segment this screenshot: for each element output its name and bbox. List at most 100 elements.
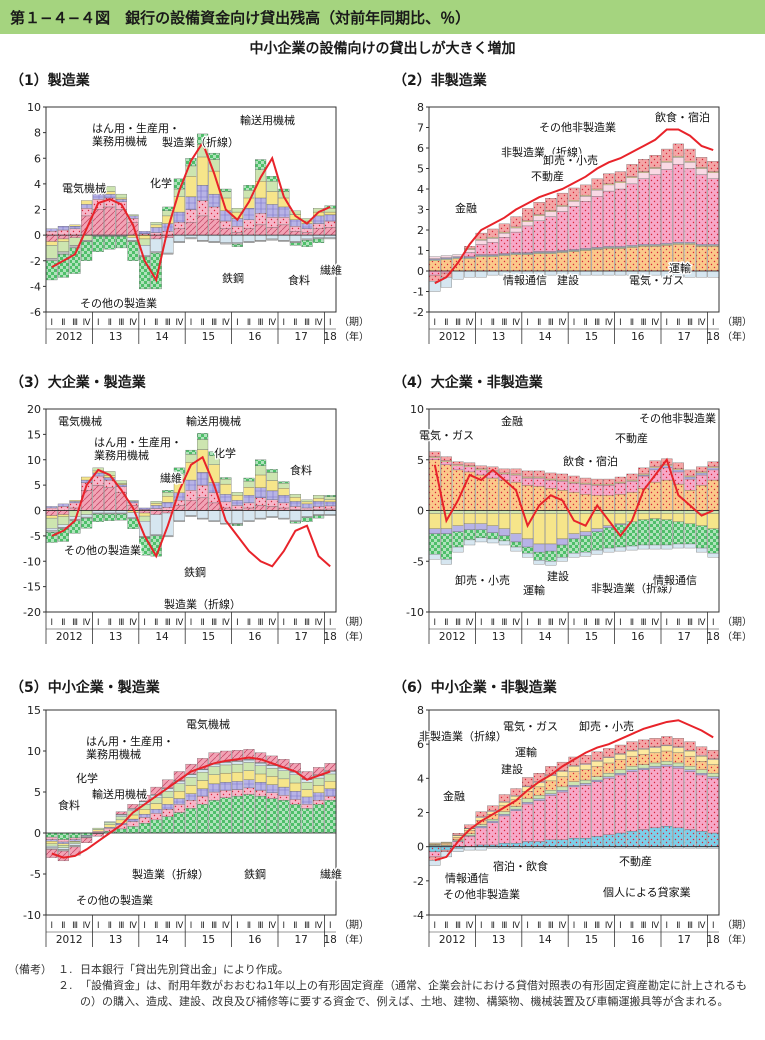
bar-segment bbox=[487, 237, 499, 239]
bar-segment bbox=[162, 797, 174, 805]
bar-segment bbox=[626, 164, 638, 177]
bar-segment bbox=[545, 839, 557, 847]
notes: （備考） １. 日本銀行「貸出先別貸出金」により作成。 ２. 「設備資金」は、耐… bbox=[8, 962, 758, 1010]
bar-segment bbox=[614, 773, 626, 776]
bar-segment bbox=[185, 176, 197, 197]
bar-segment bbox=[626, 183, 638, 246]
bar-segment bbox=[231, 789, 243, 797]
bar-segment bbox=[185, 510, 197, 516]
bar-segment bbox=[533, 253, 545, 272]
bar-segment bbox=[580, 764, 592, 770]
series-annotation: 鉄鋼 bbox=[222, 271, 244, 285]
bar-segment bbox=[707, 832, 719, 847]
bar-segment bbox=[522, 253, 534, 255]
bar-segment bbox=[696, 474, 708, 486]
bar-segment bbox=[684, 243, 696, 245]
bar-segment bbox=[591, 531, 603, 551]
bar-segment bbox=[452, 464, 464, 466]
bar-segment bbox=[324, 795, 336, 801]
bar-segment bbox=[707, 244, 719, 246]
y-tick-label: 0 bbox=[417, 841, 424, 854]
year-label: 17 bbox=[295, 934, 308, 946]
bar-segment bbox=[603, 484, 615, 496]
bar-segment bbox=[661, 161, 673, 163]
bar-segment bbox=[243, 477, 255, 482]
series-annotation: 個人による貸家業 bbox=[603, 885, 691, 899]
year-label: 16 bbox=[248, 934, 262, 946]
series-annotation: 情報通信 bbox=[503, 274, 547, 287]
bar-segment bbox=[545, 198, 557, 211]
x-tick-label: Ⅲ bbox=[455, 318, 461, 328]
bar-segment bbox=[684, 476, 696, 480]
y-tick-label: 10 bbox=[27, 101, 41, 114]
bar-segment bbox=[452, 531, 464, 548]
period-unit-label: （期） bbox=[722, 316, 752, 328]
bar-segment bbox=[301, 234, 313, 240]
bar-segment bbox=[150, 809, 162, 814]
bar-segment bbox=[614, 754, 626, 760]
bar-segment bbox=[464, 462, 476, 466]
bar-segment bbox=[614, 744, 626, 754]
bar-segment bbox=[313, 514, 325, 516]
x-tick-label: Ⅰ bbox=[97, 318, 100, 328]
year-label: 15 bbox=[202, 631, 215, 643]
figure-subtitle: 中小企業の設備向けの貸出しが大きく増加 bbox=[249, 41, 516, 57]
bar-segment bbox=[522, 476, 534, 479]
bar-segment bbox=[92, 484, 104, 511]
bar-segment bbox=[475, 523, 487, 530]
bar-segment bbox=[429, 260, 441, 272]
bar-segment bbox=[150, 227, 162, 233]
bar-segment bbox=[614, 759, 626, 770]
bar-segment bbox=[429, 553, 441, 560]
bar-segment bbox=[556, 544, 568, 558]
bar-segment bbox=[46, 260, 58, 281]
bar-segment bbox=[580, 513, 592, 532]
bar-segment bbox=[464, 256, 476, 258]
bar-segment bbox=[104, 206, 116, 236]
bar-segment bbox=[696, 746, 708, 756]
bar-segment bbox=[649, 767, 661, 829]
bar-segment bbox=[545, 513, 557, 545]
series-annotation: 製造業（折線） bbox=[162, 135, 239, 149]
bar-segment bbox=[510, 468, 522, 475]
bar-segment bbox=[220, 772, 232, 783]
bar-segment bbox=[57, 847, 69, 850]
bar-segment bbox=[696, 471, 708, 474]
bar-segment bbox=[545, 478, 557, 481]
series-annotation: 製造業（折線） bbox=[132, 867, 209, 881]
bar-segment bbox=[208, 791, 220, 801]
bar-segment bbox=[440, 460, 452, 462]
bar-segment bbox=[475, 846, 487, 851]
year-label: 13 bbox=[492, 331, 505, 343]
bar-segment bbox=[452, 833, 464, 836]
bar-segment bbox=[475, 239, 487, 241]
bar-segment bbox=[533, 220, 545, 252]
bar-segment bbox=[545, 790, 557, 794]
series-annotation: その他の製造業 bbox=[80, 296, 157, 310]
x-tick-label: Ⅳ bbox=[605, 318, 613, 328]
bar-segment bbox=[707, 479, 719, 511]
bar-segment bbox=[255, 234, 267, 241]
bar-segment bbox=[69, 501, 81, 504]
bar-segment bbox=[139, 809, 151, 815]
bar-segment bbox=[614, 774, 626, 834]
bar-segment bbox=[707, 528, 719, 554]
series-annotation: 非製造業（折線） bbox=[501, 145, 589, 159]
series-annotation: 輸送用機械 bbox=[240, 113, 295, 127]
x-tick-label: Ⅳ bbox=[222, 318, 230, 328]
x-tick-label: Ⅰ bbox=[526, 618, 529, 628]
bar-segment bbox=[603, 173, 615, 185]
bar-segment bbox=[185, 490, 197, 501]
bar-segment bbox=[464, 513, 476, 524]
series-annotation: 金融 bbox=[501, 414, 523, 428]
bar-segment bbox=[580, 482, 592, 485]
bar-segment bbox=[498, 237, 510, 254]
bar-segment bbox=[162, 779, 174, 789]
x-tick-label: Ⅳ bbox=[268, 921, 276, 931]
bar-segment bbox=[104, 186, 116, 192]
bar-segment bbox=[464, 539, 476, 546]
year-label: 18 bbox=[324, 331, 337, 343]
series-annotation: 卸売・小売 bbox=[543, 153, 598, 167]
panel-sme-nonmanufacturing: （6）中小企業・非製造業 8 6 4 2 0 -2 -4 Ⅰ Ⅱ Ⅲ Ⅳ Ⅰ Ⅱ Ⅲ Ⅳ Ⅰ Ⅱ Ⅲ Ⅳ Ⅰ Ⅱ Ⅲ Ⅳ Ⅰ Ⅱ… bbox=[383, 667, 765, 957]
x-tick-label: Ⅰ bbox=[190, 921, 193, 931]
